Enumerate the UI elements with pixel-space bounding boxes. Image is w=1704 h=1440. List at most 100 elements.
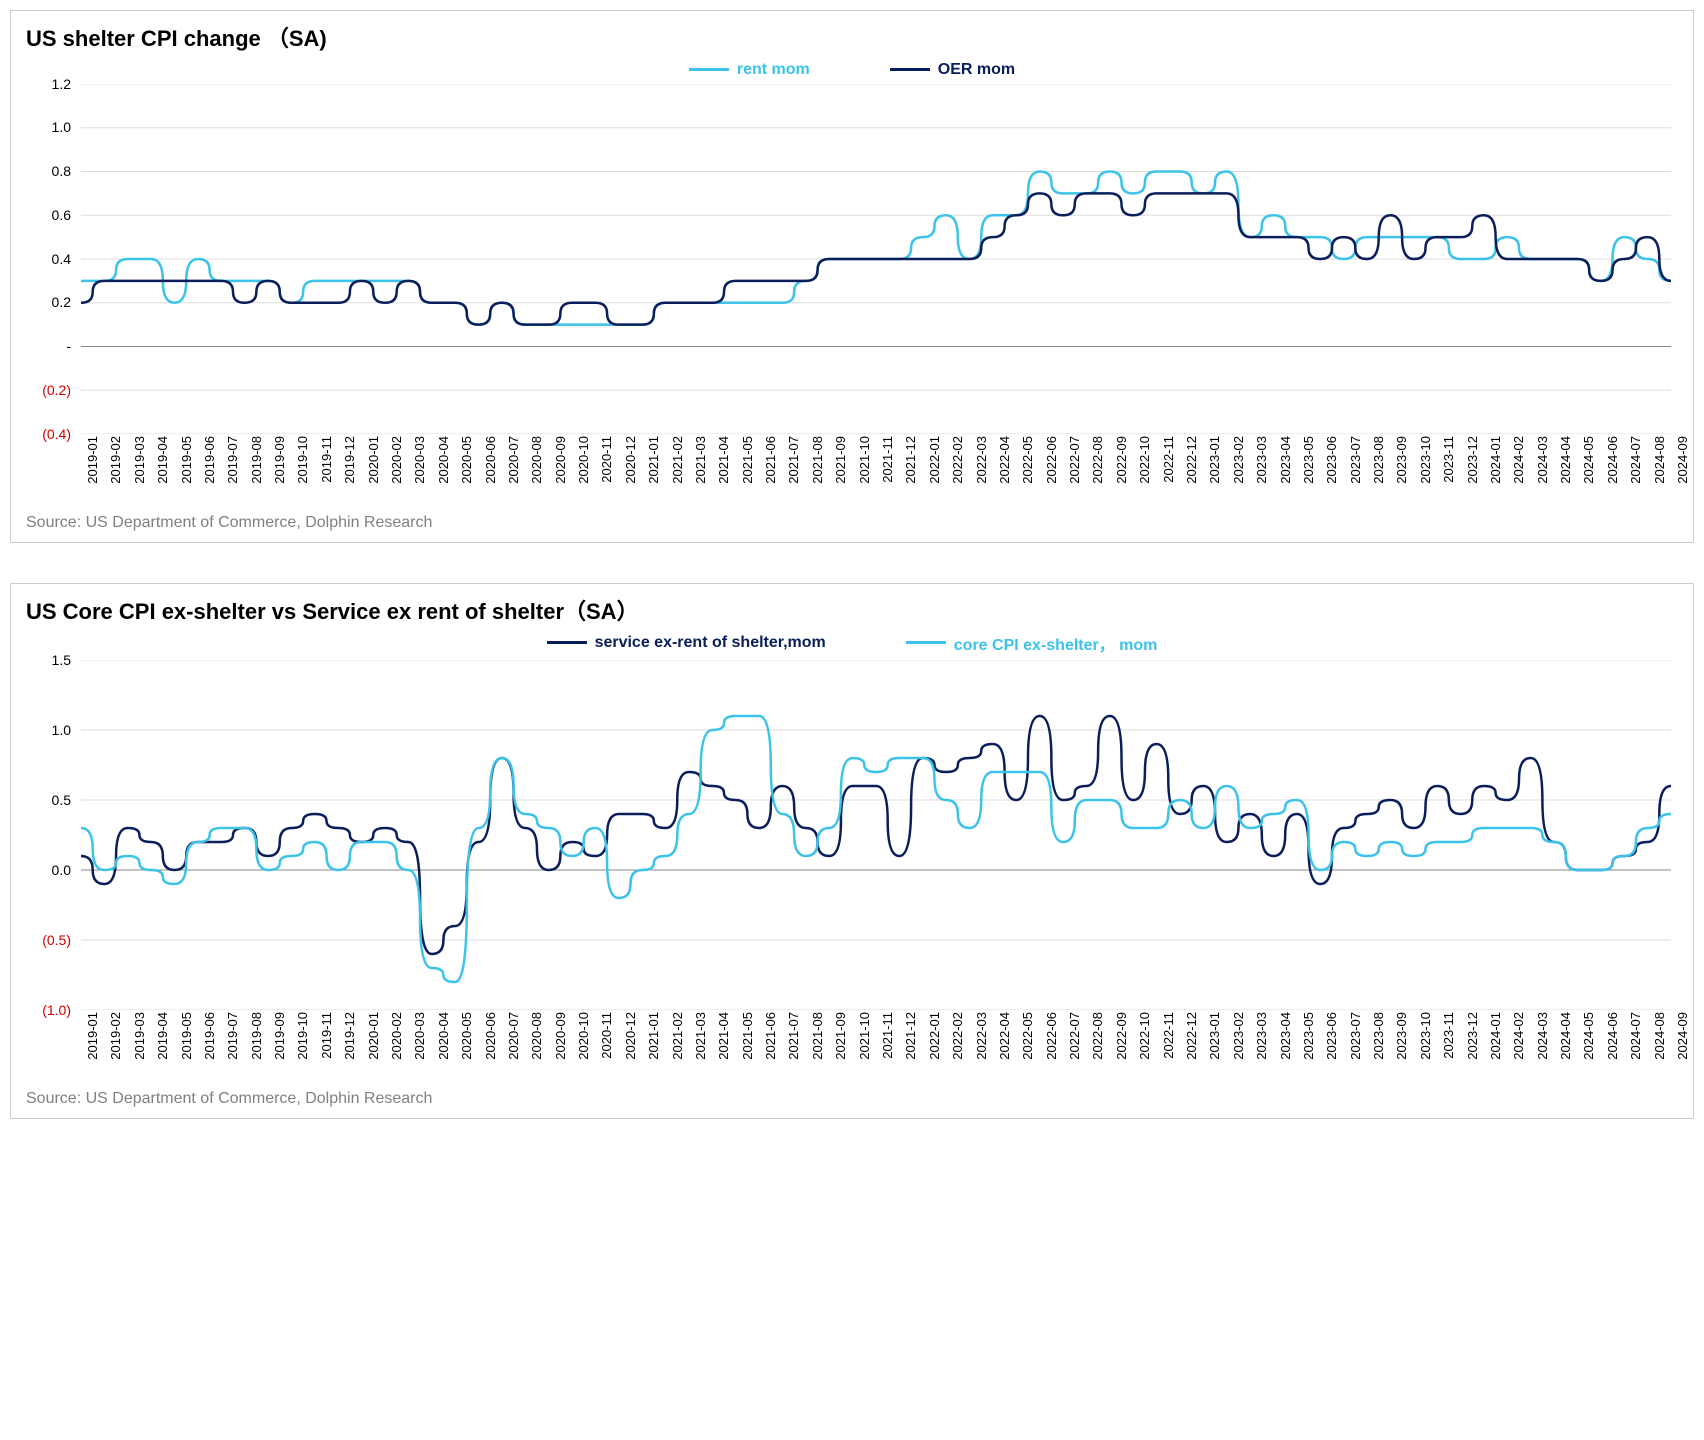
legend-item: OER mom xyxy=(890,61,1015,79)
x-tick-label: 2021-02 xyxy=(670,1012,685,1060)
x-tick-label: 2020-01 xyxy=(366,1012,381,1060)
x-tick-label: 2020-02 xyxy=(389,436,404,484)
x-tick-label: 2023-06 xyxy=(1324,1012,1339,1060)
x-tick-label: 2021-05 xyxy=(740,436,755,484)
x-tick-label: 2019-04 xyxy=(155,1012,170,1060)
x-tick-label: 2022-08 xyxy=(1090,1012,1105,1060)
x-tick-label: 2019-06 xyxy=(202,436,217,484)
x-tick-label: 2023-04 xyxy=(1278,1012,1293,1060)
x-tick-label: 2019-02 xyxy=(108,436,123,484)
x-tick-label: 2023-08 xyxy=(1371,1012,1386,1060)
x-tick-label: 2022-11 xyxy=(1161,1012,1176,1059)
x-tick-label: 2020-02 xyxy=(389,1012,404,1060)
x-tick-label: 2022-07 xyxy=(1067,436,1082,484)
legend-swatch xyxy=(547,641,587,644)
x-tick-label: 2021-07 xyxy=(786,436,801,484)
x-tick-label: 2021-03 xyxy=(693,1012,708,1060)
x-tick-label: 2022-01 xyxy=(927,1012,942,1060)
legend-swatch xyxy=(890,68,930,71)
x-tick-label: 2022-01 xyxy=(927,436,942,484)
x-tick-label: 2021-12 xyxy=(903,436,918,484)
x-tick-label: 2022-02 xyxy=(950,436,965,484)
y-tick-label: 0.4 xyxy=(52,251,71,267)
x-tick-label: 2020-11 xyxy=(599,1012,614,1059)
x-tick-label: 2022-10 xyxy=(1137,436,1152,484)
y-axis: 1.21.00.80.60.40.2-(0.2)(0.4) xyxy=(26,84,76,434)
x-tick-label: 2019-09 xyxy=(272,436,287,484)
x-tick-label: 2024-04 xyxy=(1558,1012,1573,1060)
x-tick-label: 2021-01 xyxy=(646,1012,661,1060)
x-tick-label: 2021-10 xyxy=(857,1012,872,1060)
x-tick-label: 2023-12 xyxy=(1465,436,1480,484)
y-tick-label: - xyxy=(66,338,71,354)
x-tick-label: 2020-05 xyxy=(459,1012,474,1060)
y-tick-label: 0.2 xyxy=(52,294,71,310)
x-tick-label: 2024-08 xyxy=(1652,1012,1667,1060)
x-tick-label: 2020-01 xyxy=(366,436,381,484)
x-tick-label: 2023-02 xyxy=(1231,1012,1246,1060)
x-tick-label: 2019-08 xyxy=(249,1012,264,1060)
plot-area: 1.51.00.50.0(0.5)(1.0)2019-012019-022019… xyxy=(26,660,1678,1080)
x-tick-label: 2021-06 xyxy=(763,1012,778,1060)
x-tick-label: 2020-11 xyxy=(599,436,614,483)
x-tick-label: 2019-10 xyxy=(295,436,310,484)
legend-label: OER mom xyxy=(938,61,1015,79)
x-tick-label: 2021-06 xyxy=(763,436,778,484)
x-tick-label: 2024-03 xyxy=(1535,436,1550,484)
x-tick-label: 2022-09 xyxy=(1114,1012,1129,1060)
x-tick-label: 2022-12 xyxy=(1184,1012,1199,1060)
x-tick-label: 2023-09 xyxy=(1394,1012,1409,1060)
plot-svg xyxy=(81,84,1671,434)
x-tick-label: 2020-06 xyxy=(483,1012,498,1060)
x-tick-label: 2022-02 xyxy=(950,1012,965,1060)
x-tick-label: 2021-01 xyxy=(646,436,661,484)
x-tick-label: 2022-07 xyxy=(1067,1012,1082,1060)
x-tick-label: 2022-05 xyxy=(1020,436,1035,484)
x-tick-label: 2019-06 xyxy=(202,1012,217,1060)
x-tick-label: 2023-06 xyxy=(1324,436,1339,484)
x-tick-label: 2024-06 xyxy=(1605,1012,1620,1060)
x-tick-label: 2023-04 xyxy=(1278,436,1293,484)
x-tick-label: 2019-12 xyxy=(342,1012,357,1060)
x-tick-label: 2024-01 xyxy=(1488,436,1503,484)
x-tick-label: 2019-01 xyxy=(85,1012,100,1060)
legend: rent momOER mom xyxy=(26,58,1678,79)
x-tick-label: 2024-05 xyxy=(1581,1012,1596,1060)
x-tick-label: 2019-03 xyxy=(132,1012,147,1060)
x-tick-label: 2024-02 xyxy=(1511,1012,1526,1060)
plot-area: 1.21.00.80.60.40.2-(0.2)(0.4)2019-012019… xyxy=(26,84,1678,504)
x-tick-label: 2019-04 xyxy=(155,436,170,484)
x-tick-label: 2020-08 xyxy=(529,436,544,484)
x-tick-label: 2019-01 xyxy=(85,436,100,484)
x-tick-label: 2022-03 xyxy=(974,436,989,484)
x-tick-label: 2024-07 xyxy=(1628,1012,1643,1060)
y-axis: 1.51.00.50.0(0.5)(1.0) xyxy=(26,660,76,1010)
x-tick-label: 2020-08 xyxy=(529,1012,544,1060)
x-tick-label: 2021-08 xyxy=(810,436,825,484)
x-tick-label: 2021-04 xyxy=(716,436,731,484)
x-tick-label: 2024-06 xyxy=(1605,436,1620,484)
x-tick-label: 2020-09 xyxy=(553,436,568,484)
x-tick-label: 2024-09 xyxy=(1675,1012,1690,1060)
y-tick-label: 1.0 xyxy=(52,722,71,738)
x-tick-label: 2021-04 xyxy=(716,1012,731,1060)
legend-label: core CPI ex-shelter， mom xyxy=(954,631,1158,655)
x-tick-label: 2021-10 xyxy=(857,436,872,484)
x-tick-label: 2023-05 xyxy=(1301,436,1316,484)
y-tick-label: (0.4) xyxy=(42,426,71,442)
x-tick-label: 2024-01 xyxy=(1488,1012,1503,1060)
y-tick-label: 0.5 xyxy=(52,792,71,808)
y-tick-label: 0.6 xyxy=(52,207,71,223)
x-tick-label: 2024-07 xyxy=(1628,436,1643,484)
y-tick-label: 0.8 xyxy=(52,163,71,179)
x-tick-label: 2023-09 xyxy=(1394,436,1409,484)
x-tick-label: 2019-11 xyxy=(319,1012,334,1059)
x-tick-label: 2019-02 xyxy=(108,1012,123,1060)
y-tick-label: (1.0) xyxy=(42,1002,71,1018)
x-tick-label: 2024-04 xyxy=(1558,436,1573,484)
x-tick-label: 2022-08 xyxy=(1090,436,1105,484)
x-tick-label: 2023-10 xyxy=(1418,1012,1433,1060)
source-note: Source: US Department of Commerce, Dolph… xyxy=(26,514,1678,532)
chart-title: US shelter CPI change （SA) xyxy=(26,21,1678,53)
x-tick-label: 2020-03 xyxy=(412,1012,427,1060)
